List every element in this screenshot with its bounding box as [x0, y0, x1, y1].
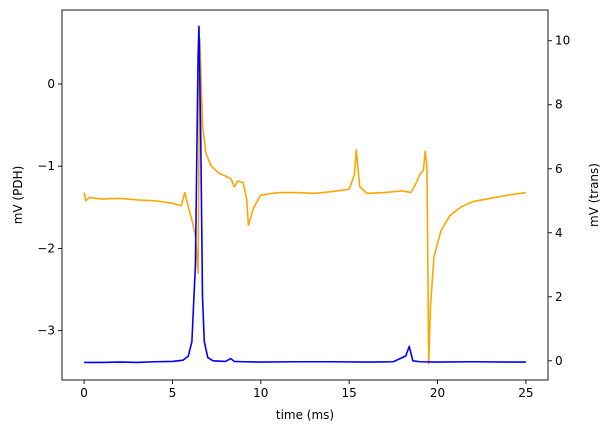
y-left-tick-label: 0 — [47, 77, 55, 91]
x-tick-label: 25 — [518, 386, 533, 400]
y-right-tick-label: 6 — [555, 162, 563, 176]
y-left-tick-label: −1 — [37, 159, 55, 173]
x-tick-label: 20 — [430, 386, 445, 400]
x-tick-label: 5 — [169, 386, 177, 400]
y-right-tick-label: 8 — [555, 98, 563, 112]
y-right-tick-label: 4 — [555, 226, 563, 240]
y-left-tick-label: −3 — [37, 324, 55, 338]
x-tick-label: 0 — [80, 386, 88, 400]
x-tick-label: 15 — [342, 386, 357, 400]
y-axis-left: 0 −1 −2 −3 — [37, 77, 62, 338]
plot-frame — [61, 9, 549, 381]
y-axis-left-label: mV (PDH) — [11, 166, 25, 225]
x-tick-label: 10 — [253, 386, 268, 400]
series-layer — [83, 25, 527, 365]
series-line-pdh — [83, 37, 527, 365]
y-right-tick-label: 10 — [555, 34, 570, 48]
x-axis-label: time (ms) — [276, 408, 334, 422]
series-line-trans — [84, 25, 526, 364]
y-right-tick-label: 2 — [555, 290, 563, 304]
x-axis: 0 5 10 15 20 25 — [80, 380, 534, 400]
y-axis-right: 0 2 4 6 8 10 — [548, 34, 570, 368]
y-left-tick-label: −2 — [37, 241, 55, 255]
y-right-tick-label: 0 — [555, 354, 563, 368]
y-axis-right-label: mV (trans) — [587, 163, 601, 227]
